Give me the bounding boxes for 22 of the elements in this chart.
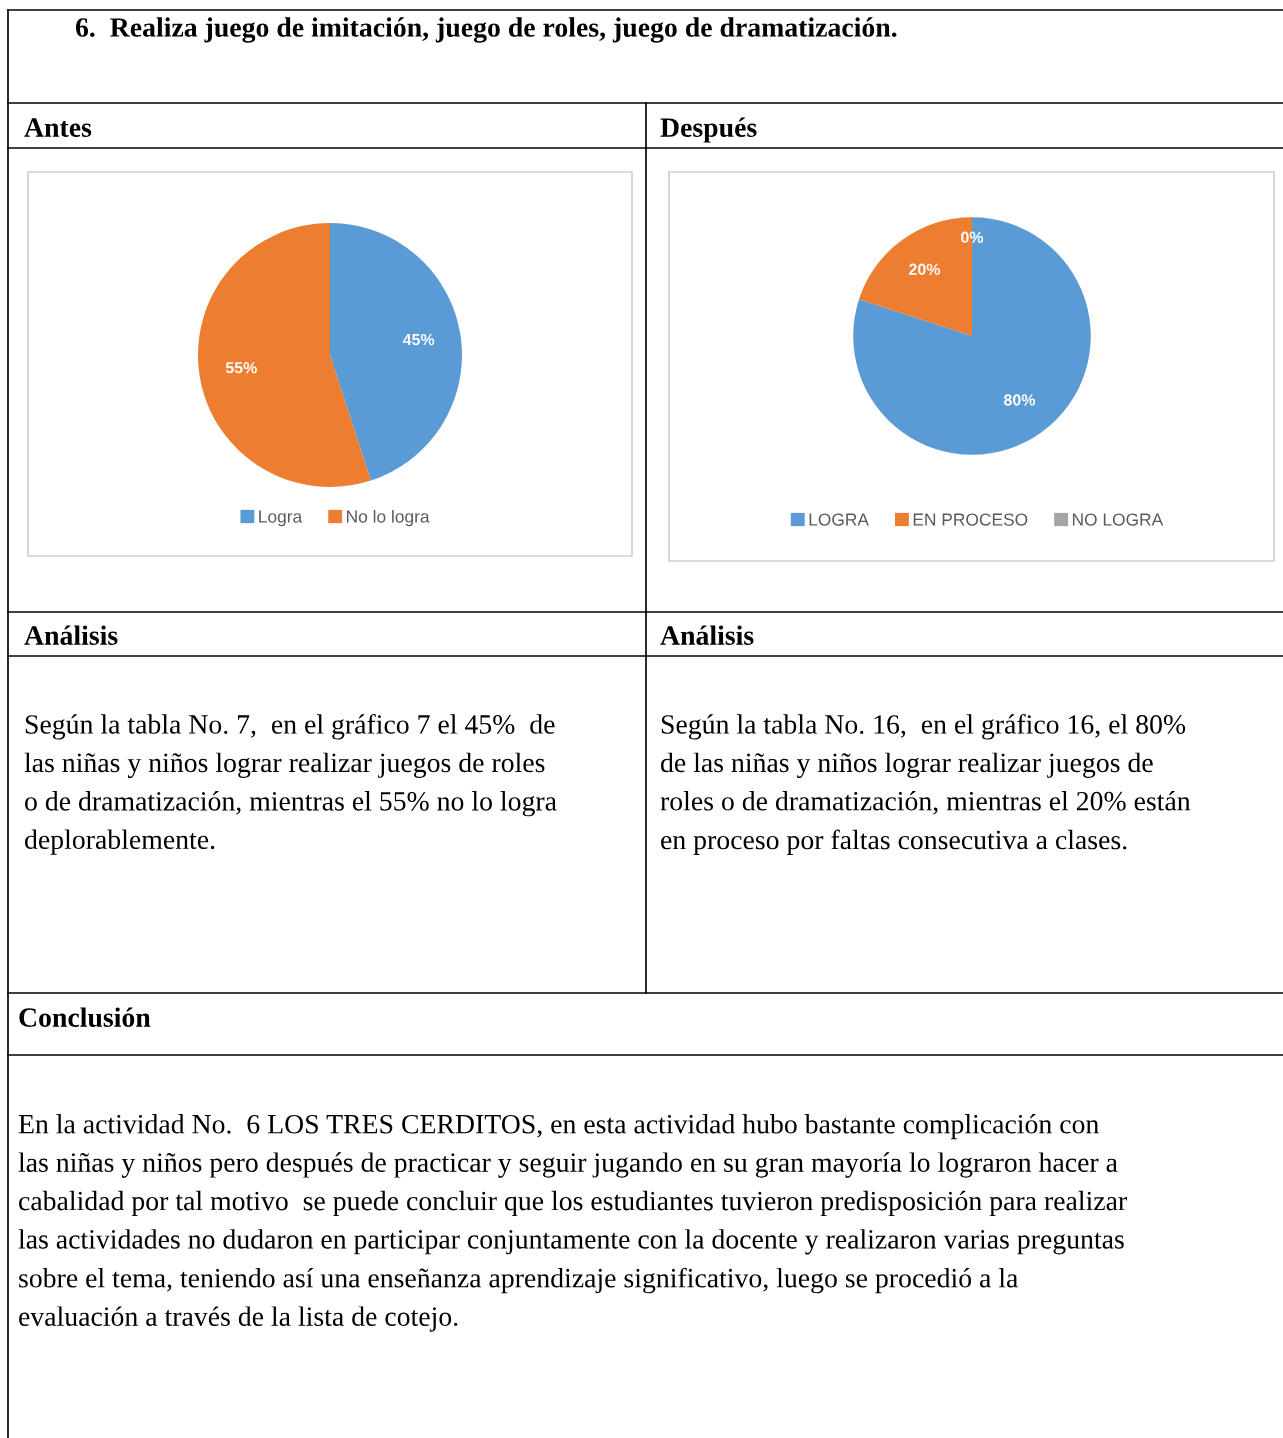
chart-title: 6. Realiza juego de imitación, juego de roles, juego de dramatización. <box>75 17 897 43</box>
legend-label: No lo logra <box>347 509 430 527</box>
data-label: 20% <box>909 263 941 275</box>
data-label: 55% <box>225 362 257 374</box>
data-label: 80% <box>1004 394 1036 406</box>
text: Conclusión <box>19 1007 151 1028</box>
text: 0% <box>961 231 984 243</box>
text: Análisis <box>24 625 118 645</box>
text: Según la tabla No. 7, en el gráfico 7 el 45% de las niñas y niños lograr realizar juegos de roles o de dramatización, mientras el 55% no lo logra deplorablemente. <box>24 714 557 855</box>
legend-label: EN PROCESO <box>913 513 1028 526</box>
text: En la actividad No. 6 LOS TRES CERDITOS, en esta actividad hubo bastante complicación con las niñas y niños pero después de practicar y seguir jugando en su gran mayoría lo lograron hacer a cabalidad por tal motivo se puede concluir que los estudiantes tuvieron predisposición para realizar las actividades no dudaron en participar conjuntamente con la docente y realizaron varias preguntas sobre el tema, teniendo así una enseñanza aprendizaje significativo, luego se procedió a la evaluación a través de la lista de cotejo. <box>18 1114 1127 1332</box>
chart-subtitle: Después <box>660 117 757 143</box>
data-label: 45% <box>402 333 435 346</box>
pie-slice <box>198 223 371 487</box>
legend-label: LOGRA <box>809 513 869 526</box>
legend-label: Logra <box>259 510 303 527</box>
text: Según la tabla No. 16, en el gráfico 16, el 80% de las niñas y niños lograr realizar juegos de roles o de dramatización, mientras el 20% están en proceso por faltas consecutiva a clases. <box>660 714 1191 855</box>
text: Análisis <box>660 625 754 645</box>
pie-slice <box>853 217 1091 455</box>
legend-label: NO LOGRA <box>1072 513 1164 526</box>
pie-slice <box>330 223 462 481</box>
chart-subtitle: Antes <box>24 118 92 137</box>
